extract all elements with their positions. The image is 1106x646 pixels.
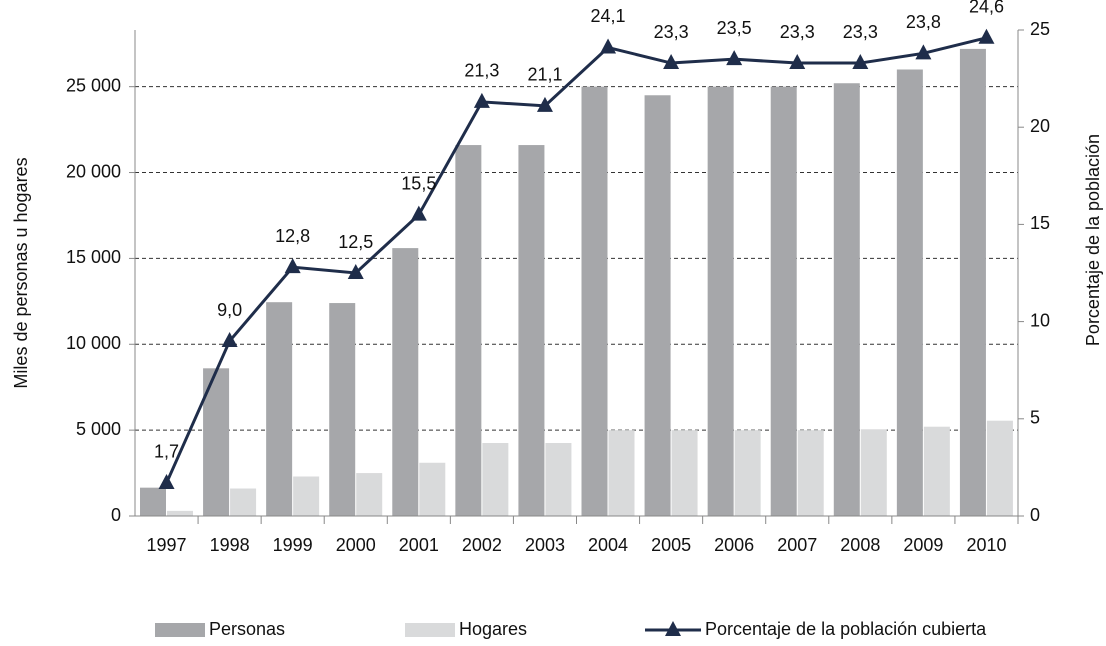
bar [392, 248, 419, 516]
y2-tick-label: 25 [1030, 19, 1050, 39]
data-label: 23,3 [780, 22, 815, 42]
line-marker [347, 264, 364, 279]
y2-tick-label: 10 [1030, 310, 1050, 330]
y-tick-label: 5 000 [76, 419, 121, 439]
line-marker [473, 92, 490, 108]
bar [896, 69, 923, 516]
y2-tick-label: 5 [1030, 408, 1040, 428]
legend-label: Hogares [459, 619, 527, 639]
line-marker [978, 28, 995, 44]
x-tick-label: 2006 [714, 535, 754, 555]
data-label: 23,5 [717, 18, 752, 38]
bar [671, 430, 698, 516]
bar [293, 476, 320, 516]
line-marker [536, 96, 553, 112]
bar [545, 443, 572, 516]
x-tick-label: 2005 [651, 535, 691, 555]
bar [923, 426, 950, 516]
x-tick-label: 2003 [525, 535, 565, 555]
bar [266, 302, 293, 516]
line-marker [726, 50, 743, 66]
bar [608, 430, 635, 516]
x-tick-label: 2000 [336, 535, 376, 555]
bar [644, 95, 671, 517]
data-label: 21,3 [464, 61, 499, 81]
x-tick-label: 1999 [273, 535, 313, 555]
line-marker [600, 38, 617, 54]
y2-tick-label: 20 [1030, 116, 1050, 136]
line-marker [158, 473, 175, 489]
x-tick-label: 1997 [147, 535, 187, 555]
bar [581, 86, 608, 516]
bar [734, 430, 761, 516]
x-tick-label: 2007 [777, 535, 817, 555]
legend-marker [665, 621, 681, 636]
y-tick-label: 20 000 [66, 161, 121, 181]
legend-label: Porcentaje de la población cubierta [705, 619, 987, 639]
line-marker [789, 54, 806, 70]
y-tick-label: 25 000 [66, 75, 121, 95]
x-tick-label: 2009 [903, 535, 943, 555]
line-marker [410, 205, 427, 221]
legend-label: Personas [209, 619, 285, 639]
data-label: 24,6 [969, 0, 1004, 17]
data-label: 21,1 [527, 65, 562, 85]
bar [482, 443, 509, 516]
bar [518, 145, 545, 517]
y-tick-label: 10 000 [66, 333, 121, 353]
data-label: 12,5 [338, 232, 373, 252]
bar [707, 86, 734, 516]
x-tick-label: 2010 [966, 535, 1006, 555]
x-tick-label: 1998 [210, 535, 250, 555]
data-label: 15,5 [401, 173, 436, 193]
data-label: 23,8 [906, 12, 941, 32]
x-tick-label: 2001 [399, 535, 439, 555]
data-label: 1,7 [154, 442, 179, 462]
line [165, 36, 987, 484]
bar [329, 303, 356, 516]
bar [455, 145, 482, 517]
bar [986, 420, 1013, 516]
y2-tick-label: 0 [1030, 505, 1040, 525]
line-marker [663, 54, 680, 70]
bar [140, 487, 166, 516]
data-label: 12,8 [275, 226, 310, 246]
data-label: 9,0 [217, 300, 242, 320]
y-tick-label: 0 [111, 505, 121, 525]
bar [797, 430, 824, 516]
bar [833, 83, 860, 516]
bar [860, 429, 887, 516]
y2-axis-title: Porcentaje de la población [1083, 134, 1103, 346]
x-tick-label: 2002 [462, 535, 502, 555]
line-marker [284, 258, 301, 274]
line-marker [852, 54, 869, 70]
bar [356, 473, 383, 516]
data-label: 23,3 [843, 22, 878, 42]
data-label: 24,1 [591, 6, 626, 26]
bar [230, 488, 257, 516]
bar [167, 510, 193, 516]
line-marker [221, 332, 238, 348]
y-axis-title: Miles de personas u hogares [11, 157, 31, 388]
x-tick-label: 2004 [588, 535, 628, 555]
bar [959, 48, 986, 516]
legend-swatch [155, 623, 205, 637]
line-marker [915, 44, 932, 60]
x-tick-label: 2008 [840, 535, 880, 555]
bar [770, 86, 797, 516]
y-tick-label: 15 000 [66, 247, 121, 267]
data-label: 23,3 [654, 22, 689, 42]
y2-tick-label: 15 [1030, 213, 1050, 233]
legend-swatch [405, 623, 455, 637]
bar [419, 462, 446, 516]
